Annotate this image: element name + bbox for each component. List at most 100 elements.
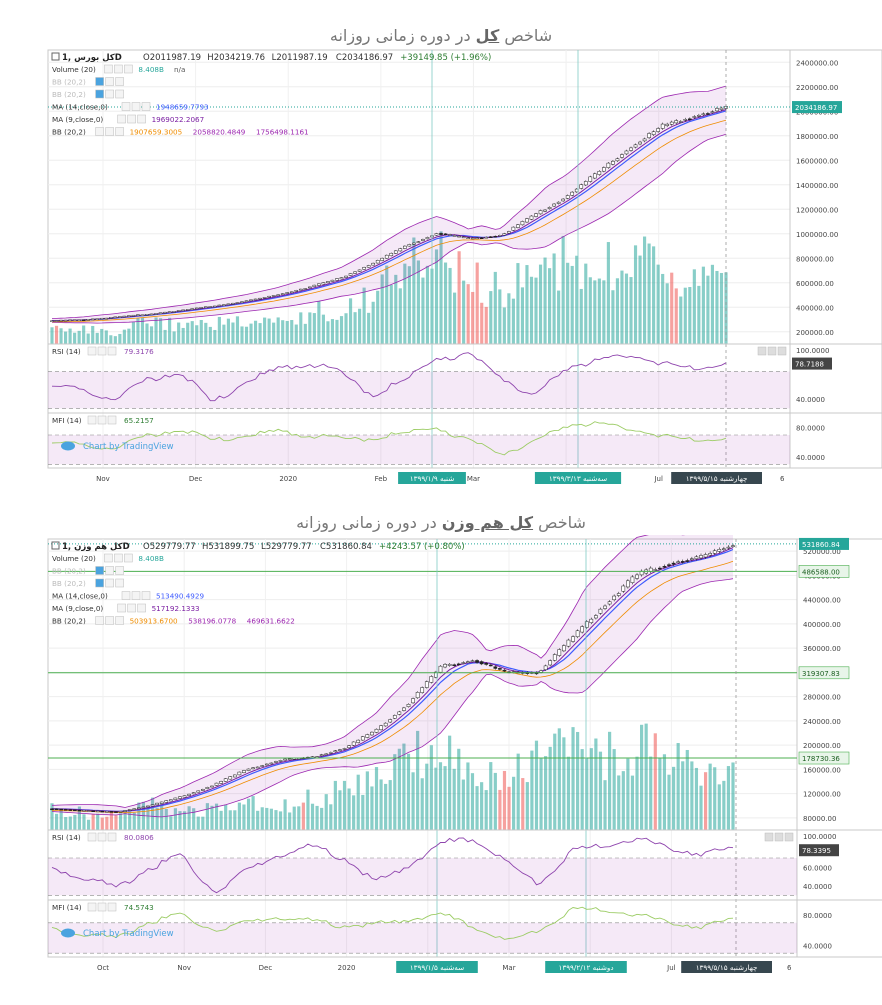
volume-bar	[123, 810, 127, 830]
tradingview-chart-1[interactable]: 2400000.002200000.002000000.001800000.00…	[0, 48, 882, 493]
volume-bar	[222, 324, 226, 344]
volume-bar	[276, 317, 280, 344]
volume-bar	[594, 738, 598, 830]
candle-up	[539, 670, 543, 673]
volume-bar	[260, 807, 264, 830]
volume-bar	[297, 806, 301, 830]
candle-up	[242, 770, 246, 773]
volume-bar	[489, 291, 493, 344]
legend-value: 538196.0778	[188, 617, 236, 626]
x-tick-label: Jul	[653, 475, 663, 483]
close-icon	[107, 346, 117, 356]
volume-bar	[525, 782, 529, 830]
candle-up	[154, 313, 158, 315]
mfi-band	[48, 922, 797, 954]
volume-bar	[82, 814, 86, 830]
volume-bar	[690, 761, 694, 830]
volume-bar	[73, 332, 77, 344]
volume-bar	[406, 753, 411, 830]
level-badge-label: 319307.83	[802, 670, 840, 678]
legend-value: 1948659.7793	[156, 103, 209, 112]
volume-bar	[416, 260, 420, 344]
candle-up	[298, 288, 303, 291]
ohlc-value: C531860.84	[320, 542, 372, 552]
legend-value: 503913.6700	[130, 617, 178, 626]
volume-bar	[498, 289, 502, 344]
volume-bar	[694, 767, 699, 830]
ohlc-value: L2011987.19	[272, 53, 328, 63]
candle-down	[680, 561, 685, 563]
volume-bar	[670, 272, 674, 344]
volume-bar	[169, 816, 173, 830]
volume-bar	[466, 284, 470, 344]
volume-bar	[679, 296, 683, 344]
volume-bar	[575, 255, 579, 344]
bollinger-band-fill	[52, 86, 726, 324]
volume-bar	[149, 326, 154, 344]
volume-bar	[589, 748, 593, 830]
date-badge-label: چهارشنبه ۱۳۹۹/۵/۱۵	[696, 963, 758, 972]
volume-bar	[356, 774, 360, 830]
volume-bar	[394, 274, 398, 344]
candle-up	[213, 305, 217, 308]
volume-bar	[267, 318, 271, 344]
candle-down	[456, 663, 461, 666]
candle-up	[146, 805, 150, 808]
volume-bar	[429, 745, 433, 830]
candle-up	[579, 184, 584, 189]
gear-icon	[131, 102, 141, 111]
volume-bar	[539, 757, 543, 830]
candle-up	[630, 576, 635, 583]
volume-bar	[240, 326, 244, 344]
close-icon	[115, 578, 124, 588]
volume-bar	[214, 803, 219, 830]
volume-bar	[653, 733, 657, 830]
candle-up	[703, 554, 708, 558]
mfi-tick-label: 80.0000	[803, 912, 832, 920]
volume-bar	[553, 733, 557, 830]
candle-up	[351, 741, 356, 746]
bb-upper-line	[51, 85, 727, 319]
candle-down	[81, 319, 86, 321]
candle-up	[384, 254, 389, 259]
candle-up	[690, 558, 694, 560]
tradingview-cloud-icon	[61, 441, 75, 451]
tradingview-chart-2[interactable]: 520000.00480000.00440000.00400000.003600…	[0, 535, 882, 975]
candle-up	[424, 681, 429, 688]
volume-bar	[292, 806, 296, 830]
volume-bar	[224, 804, 228, 830]
volume-bar	[315, 805, 319, 830]
date-badge	[681, 961, 772, 973]
volume-bar	[470, 773, 475, 830]
candle-down	[63, 809, 68, 811]
volume-bar	[570, 265, 574, 344]
candle-up	[694, 556, 699, 560]
volume-bar	[516, 753, 520, 830]
candle-up	[237, 771, 242, 776]
candle-up	[665, 123, 670, 126]
volume-bar	[602, 280, 606, 344]
volume-bar	[160, 802, 164, 830]
collapse-icon	[51, 541, 60, 550]
volume-bar	[507, 786, 511, 830]
volume-bar	[452, 768, 456, 830]
candle-down	[452, 664, 457, 666]
date-badge	[398, 472, 466, 484]
eye-icon	[87, 902, 97, 912]
candle-up	[140, 314, 145, 317]
rsi-line	[51, 837, 734, 894]
volume-bar	[324, 794, 328, 830]
candle-up	[461, 236, 466, 239]
volume-bar	[612, 749, 616, 830]
volume-bar	[603, 780, 607, 830]
volume-bar	[335, 319, 339, 344]
eye-icon	[117, 114, 126, 124]
volume-bar	[361, 794, 365, 830]
watermark-text: Chart by TradingView	[83, 929, 174, 939]
volume-bar	[661, 273, 665, 344]
date-badge	[396, 961, 478, 973]
bb-mid-line	[51, 119, 727, 323]
volume-bar	[624, 273, 629, 344]
legend-value: 1907659.3005	[130, 128, 183, 137]
close-icon	[107, 415, 117, 425]
